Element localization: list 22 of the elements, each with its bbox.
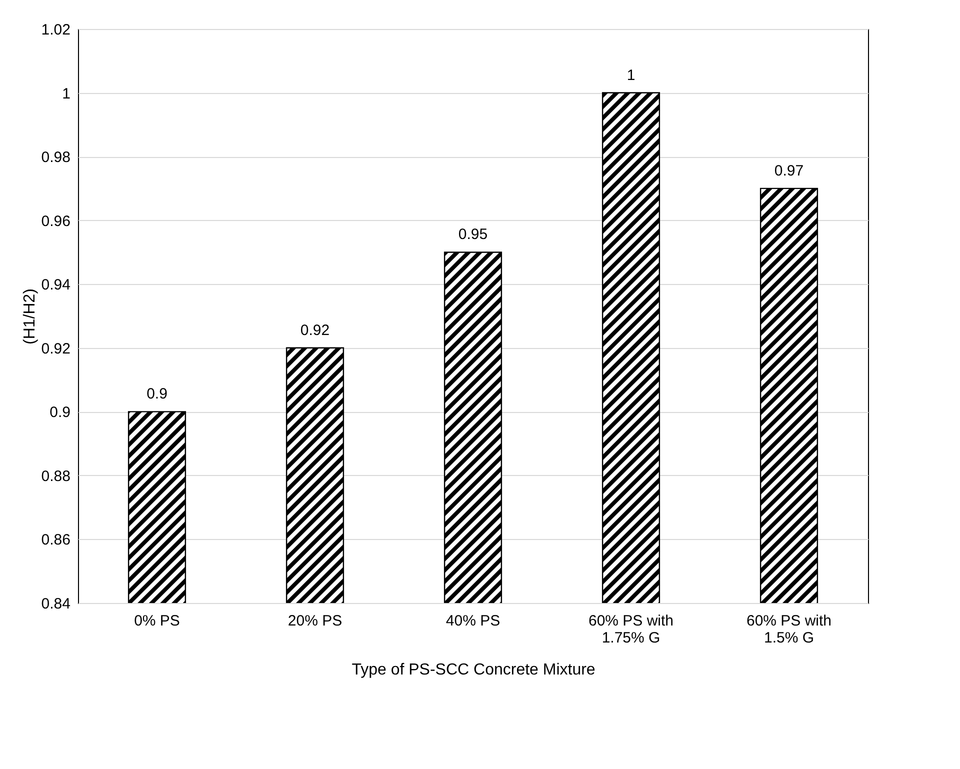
y-tick-label: 1.02 — [41, 22, 70, 38]
data-label: 0.95 — [458, 226, 488, 244]
y-tick-label: 0.96 — [41, 212, 70, 230]
y-tick-label: 0.94 — [41, 276, 70, 294]
data-label: 0.97 — [774, 162, 804, 180]
x-tick-label: 20% PS — [288, 612, 342, 630]
y-tick-label: 0.98 — [41, 149, 70, 166]
data-label: 1 — [626, 66, 636, 84]
y-tick-label: 0.86 — [41, 532, 70, 549]
x-tick-label: 60% PS with 1.75% G — [588, 612, 674, 646]
x-tick-label: 60% PS with 1.5% G — [746, 612, 832, 646]
y-tick-label: 1 — [62, 85, 70, 102]
y-tick-label: 0.92 — [41, 340, 70, 358]
x-axis-title: Type of PS-SCC Concrete Mixture — [352, 662, 596, 678]
y-tick-label: 0.88 — [41, 468, 70, 485]
y-tick-label: 0.84 — [41, 596, 70, 612]
data-label: 0.92 — [300, 322, 330, 339]
y-axis-title: (H1/H2) — [21, 288, 38, 345]
data-label: 0.9 — [146, 386, 168, 403]
x-tick-label: 0% PS — [134, 612, 180, 630]
y-tick-label: 0.9 — [50, 404, 70, 422]
x-tick-label: 40% PS — [446, 612, 500, 630]
